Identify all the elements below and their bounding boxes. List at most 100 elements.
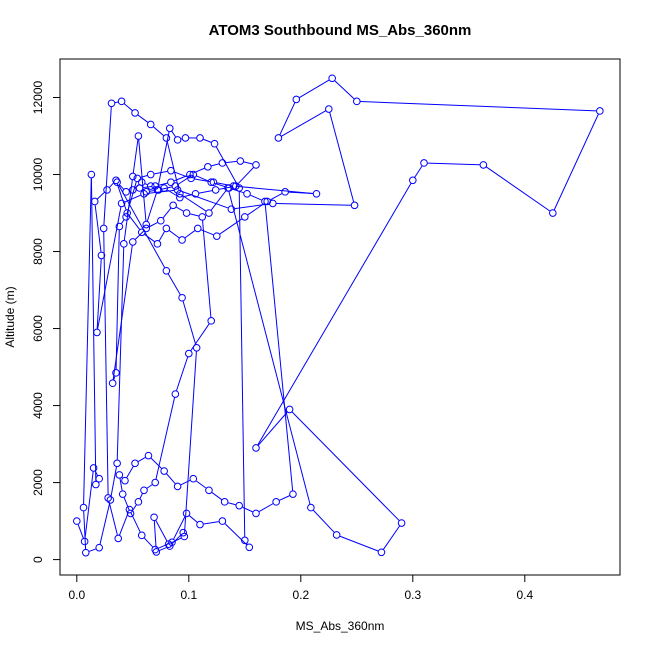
series-line-segment bbox=[114, 101, 119, 104]
series-line-segment bbox=[83, 511, 87, 550]
series-line-segment bbox=[137, 114, 149, 123]
data-point bbox=[117, 97, 126, 106]
series-line-segment bbox=[171, 534, 182, 544]
data-point bbox=[232, 182, 240, 190]
series-line-segment bbox=[312, 509, 335, 533]
series-line-segment bbox=[97, 206, 122, 329]
series-line-segment bbox=[115, 230, 120, 370]
data-point bbox=[176, 193, 184, 202]
data-point bbox=[198, 213, 207, 221]
data-point bbox=[285, 405, 294, 414]
data-point bbox=[325, 105, 333, 113]
data-point bbox=[196, 520, 204, 529]
data-point bbox=[104, 494, 112, 502]
data-point bbox=[207, 178, 215, 187]
data-point bbox=[193, 224, 202, 233]
data-point bbox=[169, 201, 177, 210]
series-line-segment bbox=[173, 516, 186, 540]
data-point bbox=[95, 543, 103, 552]
data-point bbox=[328, 74, 336, 83]
y-tick-label: 10000 bbox=[31, 158, 45, 192]
data-point bbox=[173, 186, 182, 194]
data-point bbox=[165, 124, 174, 133]
series-line-segment bbox=[139, 493, 143, 499]
data-point bbox=[229, 182, 238, 190]
series-line-segment bbox=[383, 525, 400, 550]
series-line-segment bbox=[180, 479, 191, 486]
data-point bbox=[397, 519, 406, 527]
series-line-segment bbox=[153, 126, 164, 136]
data-point bbox=[187, 174, 195, 183]
data-point bbox=[218, 517, 227, 525]
data-point bbox=[189, 170, 198, 179]
series-line-segment bbox=[211, 492, 223, 501]
series-line-segment bbox=[108, 501, 118, 536]
data-point bbox=[162, 266, 171, 275]
series-line-segment bbox=[176, 356, 189, 391]
series-line-segment bbox=[203, 138, 212, 143]
data-point bbox=[261, 197, 269, 206]
data-point bbox=[118, 490, 127, 498]
series-line-segment bbox=[194, 178, 210, 183]
series-line-segment bbox=[270, 193, 283, 201]
data-point bbox=[146, 120, 155, 129]
series-line-segment bbox=[299, 79, 330, 99]
data-point bbox=[171, 182, 180, 190]
data-point bbox=[243, 189, 251, 198]
series-line-segment bbox=[154, 170, 168, 175]
data-point bbox=[112, 369, 120, 377]
series-line-segment bbox=[96, 258, 102, 329]
data-point bbox=[133, 174, 142, 183]
data-point bbox=[129, 238, 137, 246]
data-point bbox=[178, 293, 186, 302]
series-line-segment bbox=[339, 535, 379, 552]
series-line-segment bbox=[161, 186, 172, 190]
data-point bbox=[241, 213, 249, 221]
data-point bbox=[117, 199, 126, 208]
series-line-segment bbox=[119, 184, 124, 190]
data-point bbox=[131, 109, 139, 117]
data-point bbox=[353, 97, 361, 106]
y-tick-label: 8000 bbox=[31, 238, 45, 265]
data-point bbox=[178, 236, 186, 244]
series-line-segment bbox=[180, 190, 229, 209]
data-point bbox=[289, 490, 297, 498]
series-line-segment bbox=[247, 203, 265, 216]
series-line-segment bbox=[124, 103, 133, 111]
data-point bbox=[114, 534, 123, 543]
y-axis-label: Altitude (m) bbox=[3, 286, 17, 347]
data-point bbox=[167, 166, 175, 175]
series-line-segment bbox=[196, 175, 209, 182]
series-line-segment bbox=[237, 167, 254, 184]
data-point bbox=[377, 548, 386, 557]
data-point bbox=[162, 134, 171, 142]
data-point bbox=[92, 480, 100, 489]
series-line-segment bbox=[257, 411, 288, 446]
data-point bbox=[125, 505, 134, 514]
series-line-segment bbox=[195, 480, 207, 489]
series-line-segment bbox=[166, 473, 176, 485]
data-point bbox=[160, 467, 168, 475]
series-line-segment bbox=[279, 495, 290, 501]
series-line-segment bbox=[137, 456, 146, 462]
data-point bbox=[129, 172, 137, 181]
data-point bbox=[252, 161, 260, 169]
series-line-segment bbox=[224, 523, 248, 546]
data-point bbox=[420, 159, 428, 167]
data-point bbox=[165, 542, 174, 550]
series-line-segment bbox=[143, 537, 154, 548]
series-line-segment bbox=[183, 194, 193, 198]
y-tick-label: 4000 bbox=[31, 392, 45, 419]
series-line-segment bbox=[276, 202, 351, 206]
data-point bbox=[146, 170, 155, 179]
data-point bbox=[549, 209, 557, 217]
series-line-segment bbox=[166, 189, 178, 197]
data-point bbox=[236, 157, 245, 165]
data-point bbox=[204, 163, 212, 171]
series-line-segment bbox=[193, 167, 205, 174]
data-point bbox=[80, 537, 89, 546]
data-point bbox=[596, 107, 604, 115]
series-line-segment bbox=[243, 161, 253, 165]
series-line-segment bbox=[97, 192, 105, 200]
data-point bbox=[189, 474, 198, 483]
